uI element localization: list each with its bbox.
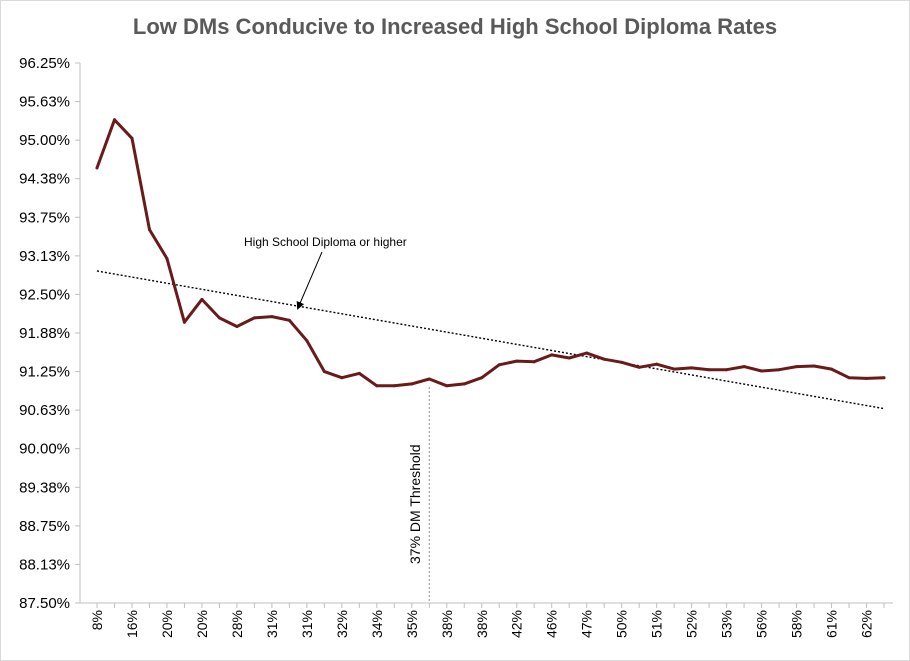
data-point: [760, 369, 764, 373]
trendline-callout-arrow: [296, 251, 323, 310]
data-point: [462, 382, 466, 386]
x-tick-label: 62%: [859, 610, 875, 638]
x-tick-label: 20%: [159, 610, 175, 638]
data-point: [585, 351, 589, 355]
data-point: [602, 357, 606, 361]
x-tick-label: 51%: [649, 610, 665, 638]
x-tick-label: 8%: [89, 610, 105, 630]
data-point: [532, 360, 536, 364]
data-point: [655, 362, 659, 366]
y-tick-label: 88.75%: [19, 518, 70, 535]
data-point: [165, 257, 169, 261]
x-tick-label: 47%: [579, 610, 595, 638]
x-tick-label: 31%: [264, 610, 280, 638]
data-point: [392, 384, 396, 388]
y-tick-label: 94.38%: [19, 171, 70, 188]
x-tick-label: 38%: [474, 610, 490, 638]
y-tick-label: 93.75%: [19, 209, 70, 226]
data-point: [95, 166, 99, 170]
x-tick-label: 34%: [369, 610, 385, 638]
data-point: [410, 382, 414, 386]
data-point: [305, 339, 309, 343]
data-point: [235, 325, 239, 329]
y-tick-label: 88.13%: [19, 556, 70, 573]
data-point: [252, 316, 256, 320]
data-point: [322, 370, 326, 374]
y-tick-label: 95.63%: [19, 94, 70, 111]
data-point: [882, 376, 886, 380]
x-tick-label: 31%: [299, 610, 315, 638]
threshold-label: 37% DM Threshold: [407, 444, 423, 564]
y-tick-label: 95.00%: [19, 132, 70, 149]
x-tick-label: 56%: [754, 610, 770, 638]
y-tick-label: 90.00%: [19, 441, 70, 458]
y-tick-label: 90.63%: [19, 402, 70, 419]
series-layer: [95, 118, 886, 388]
data-point: [795, 365, 799, 369]
data-point: [270, 315, 274, 319]
data-point: [725, 368, 729, 372]
data-point: [217, 316, 221, 320]
data-point: [357, 371, 361, 375]
x-tick-label: 53%: [719, 610, 735, 638]
x-tick-label: 46%: [544, 610, 560, 638]
trendline: [96, 270, 885, 410]
data-point: [707, 368, 711, 372]
x-axis: 8% 16% 20% 20% 28% 31% 31% 32% 34% 35% 38% 38% 42% 46…: [80, 602, 893, 638]
data-point: [620, 360, 624, 364]
annotations: High School Diploma or higher 37% DM Thre…: [96, 235, 885, 603]
x-tick-label: 58%: [789, 610, 805, 638]
data-point: [200, 297, 204, 301]
data-point: [182, 320, 186, 324]
trendline-label: High School Diploma or higher: [244, 235, 407, 249]
chart-title: Low DMs Conducive to Increased High Scho…: [132, 14, 778, 39]
x-tick-label: 32%: [334, 610, 350, 638]
data-point: [812, 364, 816, 368]
y-tick-label: 89.38%: [19, 479, 70, 496]
data-point: [672, 367, 676, 371]
x-tick-label: 42%: [509, 610, 525, 638]
x-tick-label: 61%: [824, 610, 840, 638]
data-point: [375, 384, 379, 388]
x-tick-label: 28%: [229, 610, 245, 638]
data-point: [515, 359, 519, 363]
data-point: [847, 376, 851, 380]
data-point: [690, 366, 694, 370]
data-point: [427, 377, 431, 381]
data-point: [865, 376, 869, 380]
data-point: [777, 368, 781, 372]
x-tick-label: 52%: [684, 610, 700, 638]
x-tick-label: 20%: [194, 610, 210, 638]
y-tick-label: 87.50%: [19, 595, 70, 612]
data-point: [567, 356, 571, 360]
y-axis: 96.25% 95.63% 95.00% 94.38% 93.75% 93.13% 92.5…: [19, 55, 81, 612]
x-tick-label: 35%: [404, 610, 420, 638]
x-tick-label: 38%: [439, 610, 455, 638]
data-point: [340, 376, 344, 380]
x-tick-label: 50%: [614, 610, 630, 638]
y-tick-label: 92.50%: [19, 286, 70, 303]
data-point: [637, 365, 641, 369]
y-tick-label: 96.25%: [19, 55, 70, 72]
data-point: [480, 376, 484, 380]
data-point: [147, 228, 151, 232]
data-point: [550, 353, 554, 357]
data-point: [445, 384, 449, 388]
data-point: [130, 136, 134, 140]
data-point: [742, 365, 746, 369]
data-point: [287, 318, 291, 322]
x-tick-label: 16%: [124, 610, 140, 638]
data-point: [112, 118, 116, 122]
y-tick-label: 93.13%: [19, 248, 70, 265]
y-tick-label: 91.25%: [19, 364, 70, 381]
data-point: [497, 363, 501, 367]
y-tick-label: 91.88%: [19, 325, 70, 342]
data-point: [830, 367, 834, 371]
series-line: [95, 118, 886, 388]
